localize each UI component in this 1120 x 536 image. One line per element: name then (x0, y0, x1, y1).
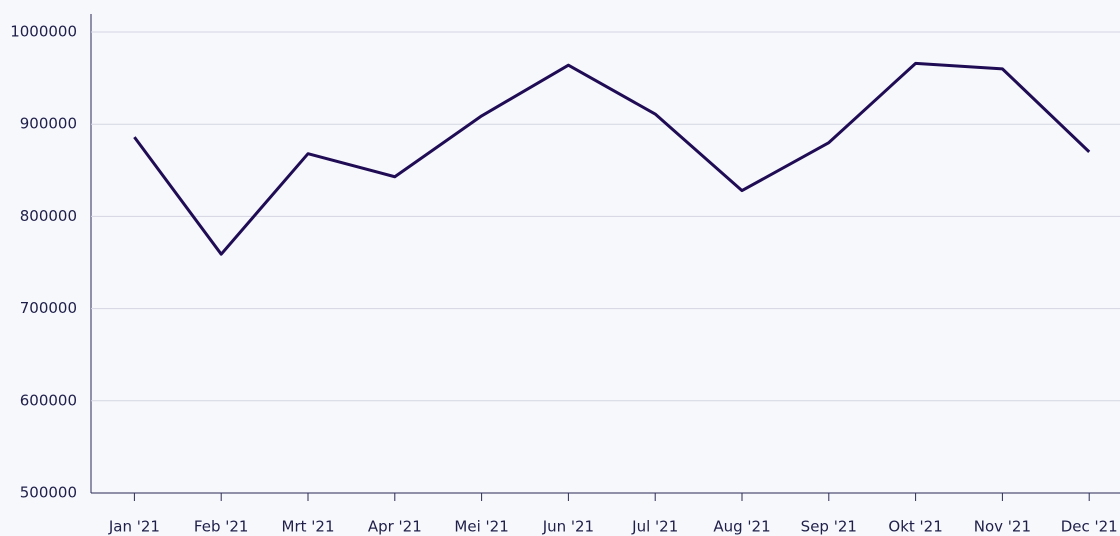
y-tick-label: 900000 (20, 115, 77, 133)
x-tick-label: Okt '21 (888, 518, 942, 536)
x-tick-label: Mei '21 (454, 518, 508, 536)
x-tick-label: Nov '21 (974, 518, 1031, 536)
x-tick-label: Aug '21 (713, 518, 770, 536)
x-tick-label: Jul '21 (631, 518, 678, 536)
x-tick-label: Jan '21 (108, 518, 160, 536)
x-tick-label: Mrt '21 (282, 518, 335, 536)
x-tick-label: Apr '21 (368, 518, 422, 536)
line (133, 61, 1091, 256)
x-tick-label: Sep '21 (801, 518, 857, 536)
y-tick-label: 500000 (20, 484, 77, 502)
y-tick-label: 600000 (20, 391, 77, 409)
x-tick-label: Feb '21 (194, 518, 249, 536)
y-tick-label: 1000000 (10, 23, 77, 41)
x-tick-label: Dec '21 (1061, 518, 1118, 536)
y-tick-label: 800000 (20, 207, 77, 225)
y-tick-label: 700000 (20, 299, 77, 317)
x-tick-label: Jun '21 (542, 518, 594, 536)
